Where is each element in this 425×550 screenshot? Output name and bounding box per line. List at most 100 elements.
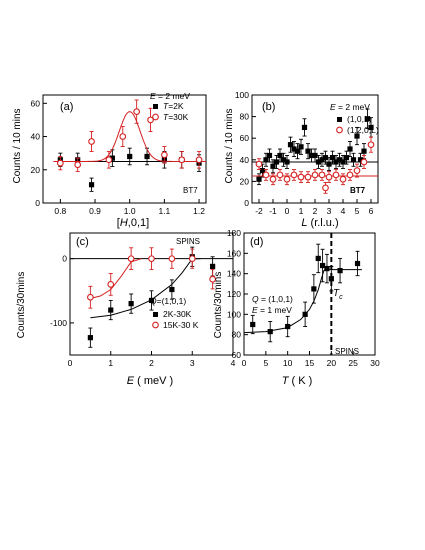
data-point-circle xyxy=(148,255,155,263)
data-point-square xyxy=(319,157,325,163)
data-point-circle xyxy=(88,138,95,145)
fit-line-c-1 xyxy=(90,258,142,299)
instrument-label-b: BT7 xyxy=(350,186,366,195)
x-tick-label-d: 20 xyxy=(327,358,337,368)
x-tick-label-d: 15 xyxy=(305,358,315,368)
x-tick-label-b: 5 xyxy=(355,206,360,216)
data-point-square xyxy=(287,142,294,148)
x-tick-label-a: 0.9 xyxy=(89,206,101,216)
legend-marker-2k-30k xyxy=(153,312,158,317)
data-point-circle xyxy=(147,116,154,124)
x-tick-label-b: 0 xyxy=(285,206,290,216)
y-tick-label-d: 140 xyxy=(227,269,241,279)
panel-label-b: (b) xyxy=(262,101,275,113)
legend-label-15k-30k: 15K-30 K xyxy=(163,320,199,330)
q-annotation-c: Q=(1,0,1) xyxy=(150,296,186,306)
y-axis-label-a: Counts / 10 mins xyxy=(12,108,23,183)
y-tick-label-a: 0 xyxy=(35,198,40,208)
x-tick-label-b: 4 xyxy=(341,206,346,216)
data-point-circle xyxy=(325,173,333,181)
data-point-square xyxy=(322,155,329,161)
y-tick-label-b: 80 xyxy=(240,112,250,122)
legend-marker-15k-30k xyxy=(152,321,159,329)
x-tick-label-c: 4 xyxy=(231,358,236,368)
tc-label-d: Tc xyxy=(333,288,343,301)
data-point-square xyxy=(305,148,311,154)
x-tick-label-c: 2 xyxy=(149,358,154,368)
y-tick-label-a: 60 xyxy=(31,98,41,108)
y-axis-label-d: Counts/30mins xyxy=(213,272,224,339)
x-tick-label-c: 0 xyxy=(68,358,73,368)
y-tick-label-b: 0 xyxy=(244,198,249,208)
data-point-square xyxy=(291,146,297,152)
data-point-square xyxy=(354,260,361,267)
data-point-circle xyxy=(87,293,94,301)
x-tick-label-b: 1 xyxy=(299,206,304,216)
data-point-square xyxy=(259,168,266,174)
y-tick-label-a: 20 xyxy=(31,165,41,175)
data-point-circle xyxy=(74,161,82,169)
panel-a: Counts / 10 mins [H,0,1] (a) E = 2 meV T… xyxy=(12,91,207,229)
y-tick-label-b: 40 xyxy=(240,155,250,165)
data-point-square xyxy=(88,182,95,188)
y-tick-label-d: 180 xyxy=(227,228,241,238)
data-point-square xyxy=(270,163,276,169)
data-point-circle xyxy=(322,184,329,192)
y-axis-label-b: Counts / 10 mins xyxy=(224,108,235,183)
data-point-square xyxy=(315,255,321,262)
data-point-circle xyxy=(161,151,168,159)
y-tick-label-d: 60 xyxy=(232,350,242,360)
data-point-square xyxy=(324,265,330,272)
data-point-square xyxy=(326,161,332,167)
legend-label-2k: T=2K xyxy=(163,101,184,111)
y-tick-label-c: -100 xyxy=(50,318,67,328)
instrument-label-d: SPINS xyxy=(335,347,359,356)
y-tick-label-d: 80 xyxy=(232,330,242,340)
y-tick-label-b: 60 xyxy=(240,133,250,143)
data-point-square xyxy=(311,286,317,292)
data-point-square xyxy=(357,157,364,163)
data-point-square xyxy=(256,176,262,182)
data-point-square xyxy=(312,152,318,159)
data-point-square xyxy=(320,262,326,269)
data-point-square xyxy=(302,311,308,317)
panel-label-d: (d) xyxy=(250,236,263,248)
data-point-square xyxy=(298,144,304,150)
data-point-circle xyxy=(276,171,284,179)
x-tick-label-b: -1 xyxy=(269,206,277,216)
x-tick-label-a: 1.2 xyxy=(193,206,205,216)
y-tick-label-d: 120 xyxy=(227,289,241,299)
data-point-square xyxy=(144,153,150,160)
data-point-square xyxy=(328,276,334,282)
legend-b: (1,0,L) (1.2,0,L) xyxy=(336,114,379,135)
legend-c: 2K-30K 15K-30 K xyxy=(152,309,199,330)
x-tick-label-a: 1.0 xyxy=(124,206,136,216)
legend-label-120l: (1.2,0,L) xyxy=(347,125,379,135)
x-tick-label-c: 3 xyxy=(190,358,195,368)
data-point-square xyxy=(273,159,280,165)
data-point-square xyxy=(361,148,367,154)
data-point-circle xyxy=(367,141,375,149)
x-tick-label-b: 2 xyxy=(313,206,318,216)
data-point-circle xyxy=(195,156,203,164)
panel-label-a: (a) xyxy=(60,101,73,113)
data-point-square xyxy=(127,153,133,160)
data-point-circle xyxy=(297,173,305,181)
data-point-square xyxy=(87,335,93,341)
x-tick-label-d: 25 xyxy=(348,358,358,368)
data-point-circle xyxy=(360,158,368,166)
data-point-circle xyxy=(105,156,113,164)
panel-label-c: (c) xyxy=(76,236,89,248)
data-point-circle xyxy=(290,171,298,179)
y-tick-label-a: 40 xyxy=(31,132,41,142)
x-tick-label-d: 0 xyxy=(242,358,247,368)
data-point-circle xyxy=(318,171,326,179)
data-point-circle xyxy=(133,108,140,115)
data-point-circle xyxy=(262,171,270,179)
legend-a: T=2K T=30K xyxy=(152,101,189,122)
instrument-label-c: SPINS xyxy=(176,237,200,246)
data-point-circle xyxy=(119,133,127,140)
x-tick-label-d: 30 xyxy=(370,358,380,368)
panel-d: Counts/30mins T ( K ) (d) Q = (1,0,1) E … xyxy=(213,228,380,387)
